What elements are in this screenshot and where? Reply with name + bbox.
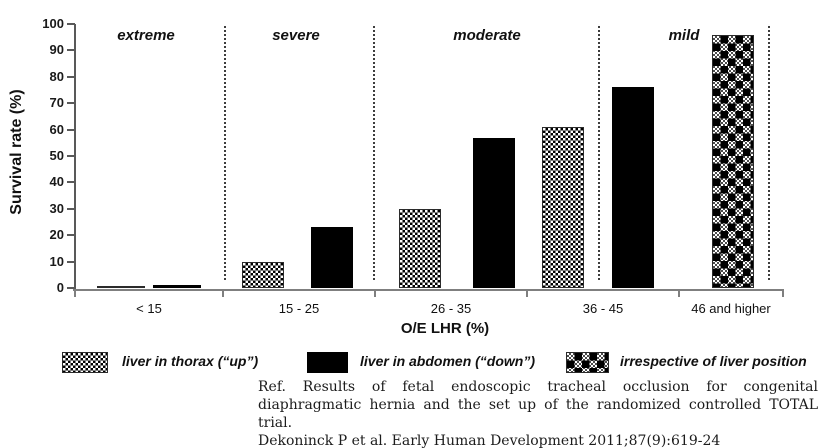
x-axis-category-label: 15 - 25 [278,301,320,316]
y-axis-tick-label: 90 [49,42,64,58]
bar-series1-cat4 [542,127,584,288]
legend-label-3: irrespective of liver position [620,353,807,369]
legend-label-2: liver in abdomen (“down”) [360,353,536,369]
y-axis-tick-label: 70 [49,95,64,111]
y-axis-tick [67,128,75,131]
y-axis-tick-label: 30 [49,200,64,216]
y-axis-tick-label: 0 [56,280,64,295]
severity-separator-line [598,26,600,280]
severity-separator-line [373,26,375,280]
x-axis-tick [526,290,528,297]
y-axis-tick-label: 100 [42,16,64,31]
x-axis-category-label: < 15 [136,301,162,316]
x-axis-line [73,289,784,291]
bar-series2-cat3 [473,138,515,288]
bar-series2-cat1 [153,285,201,288]
y-axis-tick-label: 10 [49,253,64,269]
severity-zone-label-moderate: moderate [453,27,521,44]
x-axis-title: O/E LHR (%) [400,320,490,337]
x-axis-tick [782,290,784,297]
legend-swatch-checker [62,352,108,373]
y-axis-tick [67,75,75,78]
severity-separator-line [768,26,770,280]
reference-line-2: Dekoninck P et al. Early Human Developme… [258,433,721,448]
bar-series2-cat2 [311,227,353,288]
reference-line-1: Ref. Results of fetal endoscopic trachea… [258,379,818,431]
x-axis-category-label: 46 and higher [691,301,771,316]
bar-series1-cat1 [97,286,145,288]
y-axis-tick [67,207,75,210]
y-axis-tick-label: 40 [49,174,64,190]
bar-series3-cat5 [712,35,754,288]
y-axis-tick [67,155,75,157]
y-axis-tick [67,260,75,263]
bar-series1-cat2 [242,262,284,288]
y-axis-tick [67,181,75,184]
bar-series2-cat4 [612,87,654,288]
y-axis-tick [67,102,75,105]
y-axis-tick-label: 80 [49,68,64,84]
legend-swatch-black [307,352,348,373]
severity-zone-label-extreme: extreme [117,27,175,44]
severity-separator-line [224,26,226,280]
x-axis-tick [74,290,76,297]
y-axis-tick [67,23,75,25]
y-axis-tick-label: 50 [49,148,64,163]
y-axis-tick-label: 60 [49,121,64,137]
bar-series1-cat3 [399,209,441,288]
x-axis-tick [678,290,680,297]
y-axis-line [74,24,76,290]
y-axis-tick-label: 20 [49,227,64,243]
x-axis-tick [222,290,224,297]
x-axis-category-label: 36 - 45 [582,301,624,316]
legend-label-1: liver in thorax (“up”) [122,353,259,369]
legend-swatch-plaid [566,352,609,373]
y-axis-tick [67,49,75,52]
x-axis-tick [374,290,376,297]
severity-zone-label-mild: mild [668,27,700,44]
severity-zone-label-severe: severe [272,27,320,44]
y-axis-tick [67,234,75,237]
reference-citation: Ref. Results of fetal endoscopic trachea… [258,378,818,448]
x-axis-category-label: 26 - 35 [430,301,472,316]
y-axis-tick [67,287,75,289]
y-axis-title: Survival rate (%) [8,89,25,215]
